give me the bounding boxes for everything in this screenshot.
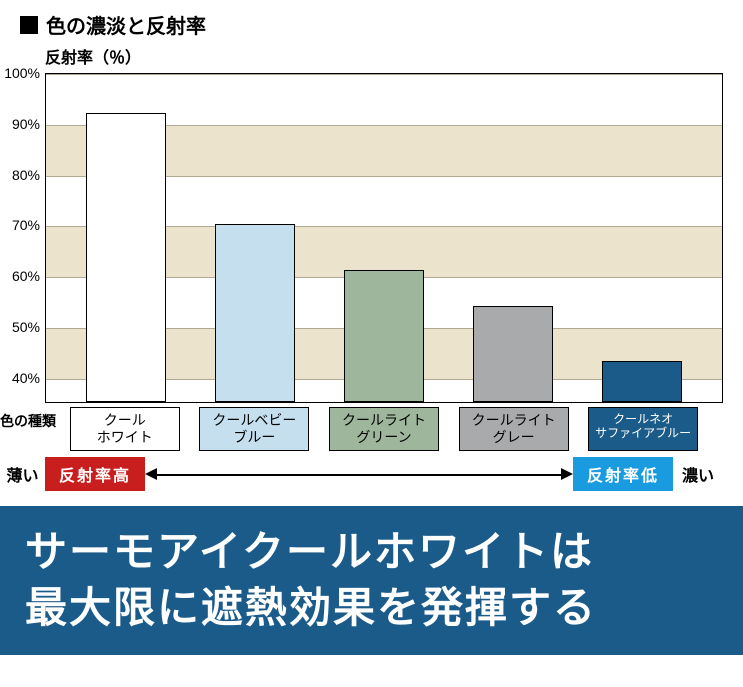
- category-axis-label: 色の種類: [0, 411, 56, 431]
- y-tick-label: 70%: [12, 217, 40, 233]
- reflectance-high-badge: 反射率高: [45, 457, 145, 491]
- category-label-line: クールベビー: [202, 412, 306, 429]
- category-label-line: クールネオ: [591, 412, 695, 426]
- bars-container: [46, 74, 722, 402]
- y-axis-ticks: 100%90%80%70%60%50%40%: [0, 73, 45, 403]
- banner-line2: 最大限に遮熱効果を発揮する: [25, 580, 718, 637]
- spectrum-right-edge: 濃い: [673, 462, 723, 486]
- title-marker-icon: [20, 16, 38, 34]
- plot-area: [45, 73, 723, 403]
- bottom-banner: サーモアイクールホワイトは 最大限に遮熱効果を発揮する: [0, 506, 743, 655]
- y-tick-label: 90%: [12, 116, 40, 132]
- y-axis-label: 反射率（％）: [0, 44, 743, 68]
- spectrum-left-edge: 薄い: [0, 462, 45, 486]
- category-label: クールネオサファイアブルー: [588, 407, 698, 451]
- chart-title-row: 色の濃淡と反射率: [0, 0, 743, 44]
- bar: [602, 361, 682, 402]
- chart-area: 100%90%80%70%60%50%40%: [45, 73, 723, 403]
- category-label: クールベビーブルー: [199, 407, 309, 451]
- category-label-line: グレー: [462, 429, 566, 446]
- category-label-line: クールライト: [462, 412, 566, 429]
- reflectance-low-badge: 反射率低: [573, 457, 673, 491]
- spectrum-arrow: [145, 463, 573, 485]
- y-tick-label: 60%: [12, 268, 40, 284]
- bar: [86, 113, 166, 402]
- category-label-line: クールライト: [332, 412, 436, 429]
- category-label: クールホワイト: [70, 407, 180, 451]
- y-tick-label: 100%: [4, 65, 40, 81]
- category-label-line: ブルー: [202, 429, 306, 446]
- banner-line1: サーモアイクールホワイトは: [25, 524, 718, 581]
- category-label-line: サファイアブルー: [591, 426, 695, 440]
- bar: [473, 306, 553, 402]
- arrow-right-icon: [561, 468, 573, 480]
- category-label: クールライトグリーン: [329, 407, 439, 451]
- chart-title: 色の濃淡と反射率: [46, 10, 206, 39]
- bar: [344, 270, 424, 402]
- category-labels-row: 色の種類 クールホワイトクールベビーブルークールライトグリーンクールライトグレー…: [45, 403, 723, 451]
- y-tick-label: 40%: [12, 370, 40, 386]
- arrow-line: [151, 474, 567, 476]
- category-label-line: ホワイト: [73, 429, 177, 446]
- y-tick-label: 80%: [12, 167, 40, 183]
- category-label: クールライトグレー: [459, 407, 569, 451]
- category-label-line: グリーン: [332, 429, 436, 446]
- spectrum-row: 薄い 反射率高 反射率低 濃い: [0, 457, 723, 491]
- y-tick-label: 50%: [12, 319, 40, 335]
- category-label-line: クール: [73, 412, 177, 429]
- bar: [215, 224, 295, 402]
